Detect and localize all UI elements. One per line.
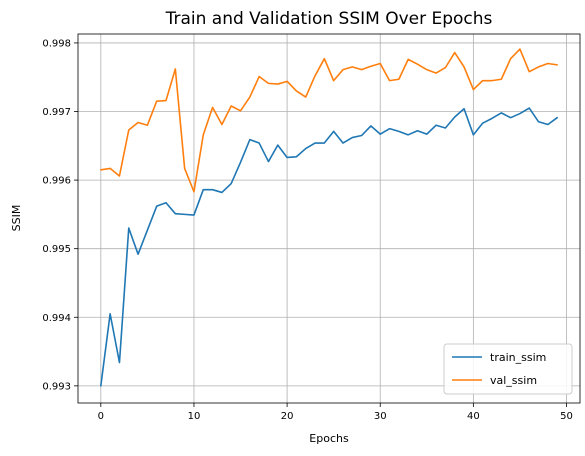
- x-tick-label: 0: [98, 411, 104, 422]
- grid-lines: [78, 34, 580, 403]
- y-tick-label: 0.995: [42, 244, 71, 255]
- legend: train_ssim val_ssim: [443, 343, 573, 395]
- series-line-train-ssim: [100, 107, 558, 387]
- x-tick-label: 20: [281, 411, 294, 422]
- legend-label-train-ssim: train_ssim: [490, 351, 546, 364]
- chart-title: Train and Validation SSIM Over Epochs: [165, 9, 493, 29]
- legend-label-val-ssim: val_ssim: [490, 374, 537, 387]
- axis-ticks: 0 10 20 30 40 50 0.993 0.994 0.995 0.996 0.997 0.99…: [42, 38, 573, 422]
- y-axis-label: SSIM: [10, 205, 23, 232]
- y-tick-label: 0.997: [42, 107, 71, 118]
- y-tick-label: 0.996: [42, 176, 71, 187]
- y-tick-label: 0.998: [42, 38, 71, 49]
- y-tick-label: 0.993: [42, 381, 71, 392]
- x-tick-label: 50: [560, 411, 573, 422]
- x-axis-label: Epochs: [309, 432, 349, 445]
- series-line-val-ssim: [100, 48, 558, 193]
- series-lines: [100, 48, 558, 387]
- y-tick-label: 0.994: [42, 313, 71, 324]
- x-tick-label: 30: [374, 411, 387, 422]
- plot-frame: [77, 33, 581, 404]
- x-tick-label: 40: [467, 411, 480, 422]
- x-tick-label: 10: [188, 411, 201, 422]
